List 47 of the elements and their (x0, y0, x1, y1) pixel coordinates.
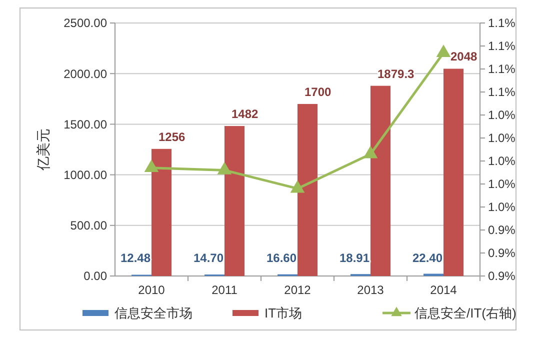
y-tick-label: 1000.00 (64, 168, 108, 182)
point (144, 160, 159, 172)
point (363, 146, 378, 158)
y-tick-label: 2000.00 (64, 66, 108, 81)
y2-tick-label: 1.1% (488, 39, 516, 54)
data-label: 18.91 (339, 251, 370, 265)
data-label: 1256 (158, 130, 186, 144)
y-tick-label: 0.00 (84, 269, 108, 284)
y2-tick-label: 1.0% (488, 131, 516, 146)
y2-tick-label: 1.1% (488, 16, 516, 30)
y2-tick-label: 1.0% (488, 108, 516, 122)
y2-tick-label: 0.9% (488, 269, 516, 284)
x-tick-label: 2013 (357, 283, 384, 297)
y2-tick-label: 1.0% (488, 200, 516, 214)
bar (224, 126, 244, 276)
point (217, 162, 232, 174)
y-tick-label: 1500.00 (64, 117, 108, 132)
y-axis-title: 亿美元 (36, 128, 52, 172)
y2-tick-label: 0.9% (488, 223, 516, 238)
legend-label: 信息安全市场 (114, 306, 192, 321)
point (436, 44, 451, 58)
bar (370, 86, 390, 276)
data-label: 12.48 (120, 251, 151, 265)
y-tick-label: 500.00 (70, 218, 108, 233)
data-label: 2048 (450, 50, 478, 64)
x-tick-label: 2010 (138, 283, 166, 297)
data-label: 14.70 (193, 251, 224, 265)
x-tick-label: 2012 (284, 283, 312, 297)
y-tick-label: 2500.00 (64, 16, 108, 30)
data-label: 1482 (232, 107, 259, 122)
bar (152, 148, 172, 276)
data-label: 16.60 (266, 251, 297, 265)
x-tick-label: 2011 (212, 283, 238, 297)
legend-label: 信息安全/IT(右轴) (414, 306, 516, 321)
y2-tick-label: 1.0% (488, 177, 516, 192)
bar (444, 68, 464, 276)
point (290, 180, 305, 193)
y2-tick-label: 1.1% (488, 62, 516, 76)
legend-label: IT市场 (264, 306, 302, 321)
y2-tick-label: 0.9% (488, 246, 516, 260)
x-tick-label: 2014 (430, 283, 458, 297)
data-label: 22.40 (412, 251, 443, 265)
data-label: 1700 (304, 84, 332, 99)
y2-tick-label: 1.0% (488, 154, 516, 168)
bar (298, 104, 318, 276)
y2-tick-label: 1.1% (488, 85, 516, 100)
data-label: 1879.3 (378, 66, 415, 81)
